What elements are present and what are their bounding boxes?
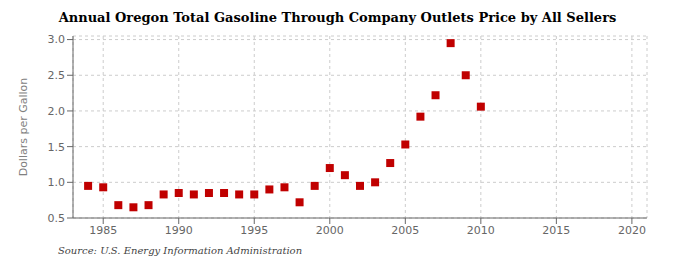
svg-text:0.5: 0.5 xyxy=(48,212,66,225)
svg-text:1990: 1990 xyxy=(165,224,193,237)
svg-text:1.0: 1.0 xyxy=(48,176,66,189)
svg-text:2005: 2005 xyxy=(391,224,419,237)
html-text:Source: U.S. Energy Informatio: Source: U.S. Energy Information Administ… xyxy=(58,245,303,256)
svg-text:2015: 2015 xyxy=(542,224,570,237)
svg-text:Dollars per Gallon: Dollars per Gallon xyxy=(17,78,30,177)
svg-text:2020: 2020 xyxy=(618,224,646,237)
svg-text:1.5: 1.5 xyxy=(48,141,66,154)
svg-text:2.5: 2.5 xyxy=(48,69,66,82)
svg-text:3.0: 3.0 xyxy=(48,33,66,46)
svg-text:2010: 2010 xyxy=(467,224,495,237)
svg-text:1995: 1995 xyxy=(240,224,268,237)
svg-text:2000: 2000 xyxy=(316,224,344,237)
svg-text:1985: 1985 xyxy=(89,224,117,237)
svg-text:2.0: 2.0 xyxy=(48,105,66,118)
html-text:Annual Oregon Total Gasoline T: Annual Oregon Total Gasoline Through Com… xyxy=(58,10,617,25)
